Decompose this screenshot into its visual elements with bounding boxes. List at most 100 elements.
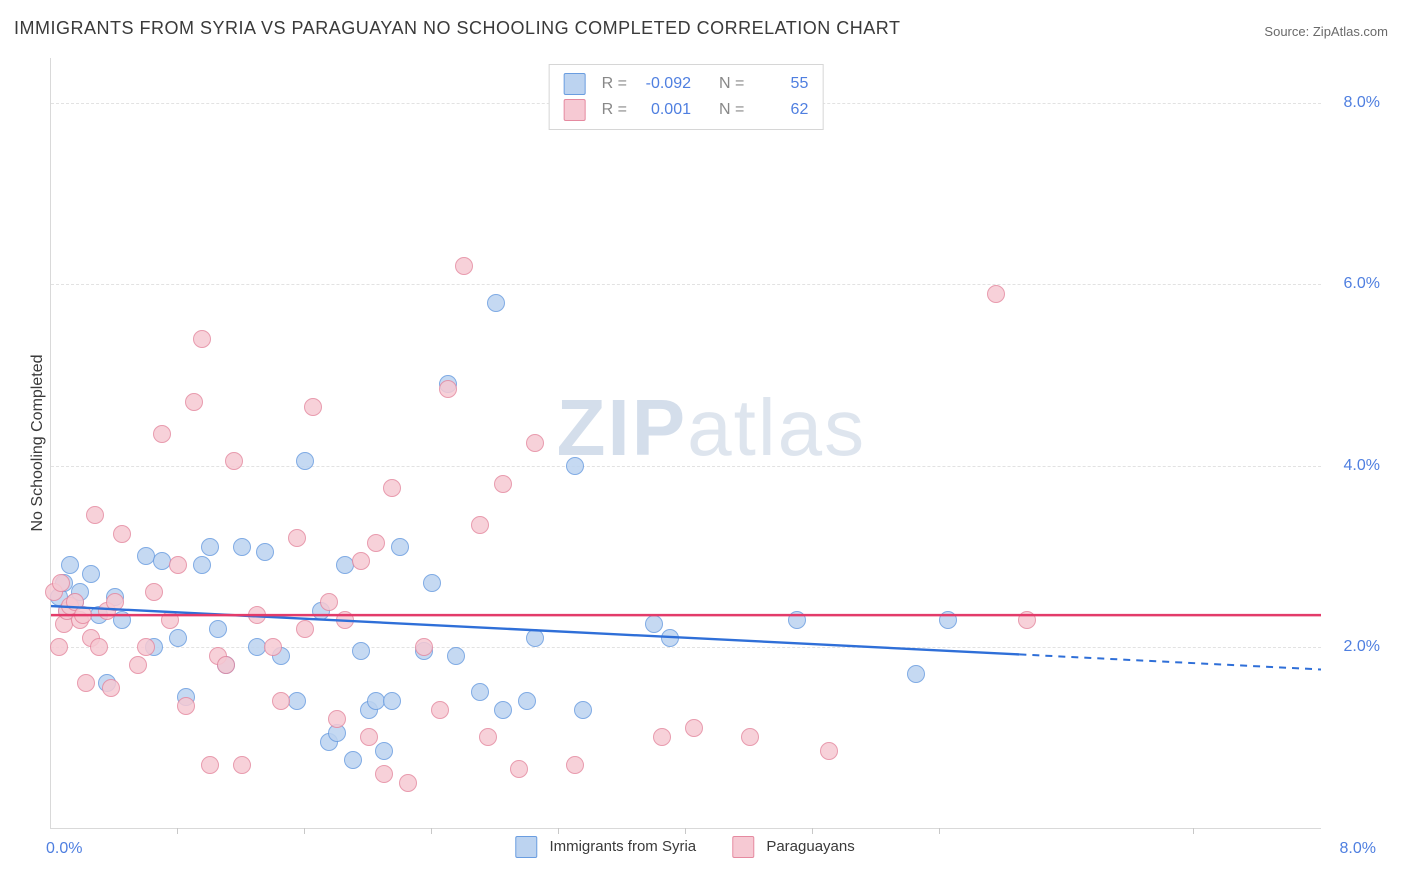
- scatter-point: [574, 701, 592, 719]
- y-tick-label: 4.0%: [1344, 457, 1380, 475]
- scatter-point: [1018, 611, 1036, 629]
- scatter-point: [50, 638, 68, 656]
- scatter-point: [272, 692, 290, 710]
- scatter-point: [431, 701, 449, 719]
- y-tick-label: 2.0%: [1344, 638, 1380, 656]
- scatter-point: [161, 611, 179, 629]
- legend-swatch-series2: [732, 836, 754, 858]
- scatter-point: [383, 479, 401, 497]
- scatter-point: [193, 556, 211, 574]
- scatter-point: [169, 556, 187, 574]
- scatter-point: [526, 434, 544, 452]
- scatter-point: [113, 525, 131, 543]
- watermark: ZIPatlas: [557, 382, 866, 474]
- scatter-point: [288, 529, 306, 547]
- scatter-point: [741, 728, 759, 746]
- scatter-point: [423, 574, 441, 592]
- scatter-point: [336, 611, 354, 629]
- scatter-point: [288, 692, 306, 710]
- legend-n-label: N =: [719, 71, 744, 97]
- scatter-point: [415, 638, 433, 656]
- chart-title: IMMIGRANTS FROM SYRIA VS PARAGUAYAN NO S…: [14, 18, 900, 39]
- legend-r-label: R =: [602, 97, 627, 123]
- plot-region: ZIPatlas R = -0.092 N = 55 R = 0.001 N =…: [50, 58, 1320, 828]
- scatter-point: [566, 457, 584, 475]
- legend-swatch-series1: [515, 836, 537, 858]
- scatter-point: [296, 620, 314, 638]
- scatter-point: [61, 556, 79, 574]
- scatter-point: [77, 674, 95, 692]
- legend-r-value: -0.092: [635, 71, 691, 97]
- scatter-point: [344, 751, 362, 769]
- scatter-point: [455, 257, 473, 275]
- legend-stats-row: R = 0.001 N = 62: [564, 97, 809, 123]
- scatter-point: [185, 393, 203, 411]
- legend-label: Paraguayans: [766, 838, 854, 855]
- source-attribution: Source: ZipAtlas.com: [1264, 24, 1388, 39]
- legend-r-value: 0.001: [635, 97, 691, 123]
- scatter-point: [399, 774, 417, 792]
- scatter-point: [439, 380, 457, 398]
- watermark-rest: atlas: [687, 383, 866, 472]
- scatter-point: [487, 294, 505, 312]
- legend-stats-row: R = -0.092 N = 55: [564, 71, 809, 97]
- scatter-point: [939, 611, 957, 629]
- scatter-point: [248, 606, 266, 624]
- y-tick-label: 6.0%: [1344, 275, 1380, 293]
- scatter-point: [479, 728, 497, 746]
- scatter-point: [375, 765, 393, 783]
- scatter-point: [494, 475, 512, 493]
- scatter-point: [86, 506, 104, 524]
- scatter-point: [256, 543, 274, 561]
- scatter-point: [471, 516, 489, 534]
- scatter-point: [102, 679, 120, 697]
- legend-item: Paraguayans: [732, 836, 855, 858]
- scatter-point: [510, 760, 528, 778]
- scatter-point: [360, 728, 378, 746]
- scatter-point: [201, 756, 219, 774]
- legend-label: Immigrants from Syria: [549, 838, 696, 855]
- scatter-point: [233, 538, 251, 556]
- legend-swatch-series2: [564, 99, 586, 121]
- source-name: ZipAtlas.com: [1313, 24, 1388, 39]
- legend-stats-box: R = -0.092 N = 55 R = 0.001 N = 62: [549, 64, 824, 130]
- scatter-point: [233, 756, 251, 774]
- trend-lines: [51, 58, 1321, 828]
- scatter-point: [518, 692, 536, 710]
- scatter-point: [209, 620, 227, 638]
- scatter-point: [352, 642, 370, 660]
- scatter-point: [788, 611, 806, 629]
- scatter-point: [264, 638, 282, 656]
- scatter-point: [820, 742, 838, 760]
- scatter-point: [367, 534, 385, 552]
- scatter-point: [391, 538, 409, 556]
- scatter-point: [90, 638, 108, 656]
- plot-area: ZIPatlas R = -0.092 N = 55 R = 0.001 N =…: [50, 58, 1321, 829]
- scatter-point: [106, 593, 124, 611]
- legend-bottom: Immigrants from Syria Paraguayans: [515, 836, 854, 858]
- legend-n-value: 55: [752, 71, 808, 97]
- scatter-point: [145, 583, 163, 601]
- scatter-point: [447, 647, 465, 665]
- y-axis-label: No Schooling Completed: [29, 355, 47, 532]
- scatter-point: [296, 452, 314, 470]
- scatter-point: [987, 285, 1005, 303]
- scatter-point: [74, 606, 92, 624]
- scatter-point: [471, 683, 489, 701]
- scatter-point: [661, 629, 679, 647]
- scatter-point: [82, 565, 100, 583]
- scatter-point: [328, 710, 346, 728]
- scatter-point: [217, 656, 235, 674]
- scatter-point: [907, 665, 925, 683]
- y-tick-label: 8.0%: [1344, 94, 1380, 112]
- scatter-point: [320, 593, 338, 611]
- scatter-point: [153, 425, 171, 443]
- source-label: Source:: [1264, 24, 1309, 39]
- legend-n-value: 62: [752, 97, 808, 123]
- scatter-point: [494, 701, 512, 719]
- legend-swatch-series1: [564, 73, 586, 95]
- scatter-point: [526, 629, 544, 647]
- scatter-point: [113, 611, 131, 629]
- scatter-point: [375, 742, 393, 760]
- scatter-point: [685, 719, 703, 737]
